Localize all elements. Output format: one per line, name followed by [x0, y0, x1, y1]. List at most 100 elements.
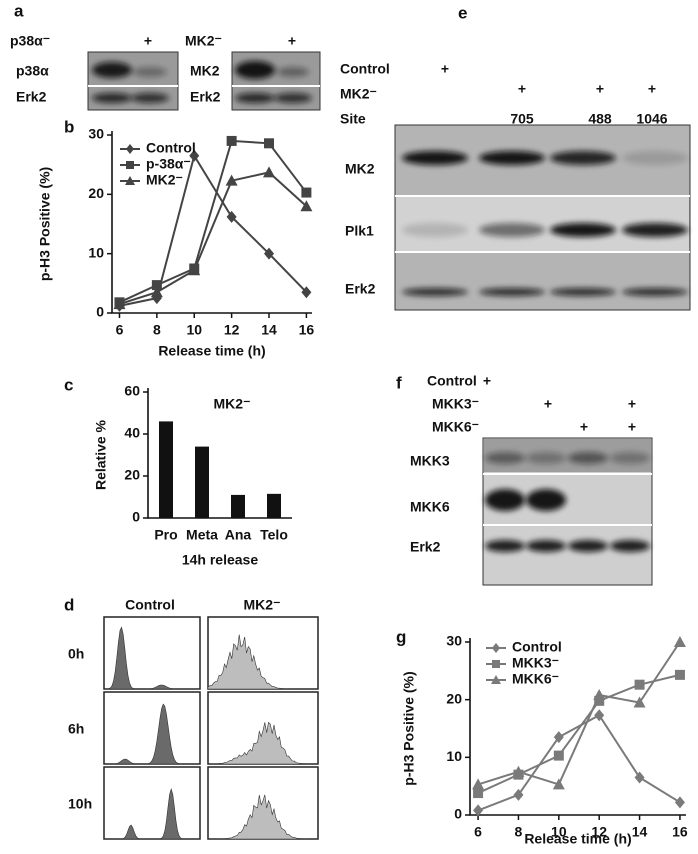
band [622, 223, 688, 237]
y-axis-label: p-H3 Positive (%) [401, 671, 417, 785]
x-tick-label: 6 [474, 824, 482, 840]
histogram-box [103, 766, 201, 840]
histogram [208, 721, 318, 765]
band [526, 452, 566, 464]
panel-label: b [64, 117, 74, 136]
marker [126, 144, 134, 154]
band [485, 489, 525, 511]
condition-mark: + [518, 81, 526, 97]
panel-label: a [14, 1, 24, 20]
histogram [104, 787, 200, 840]
band-label: Erk2 [190, 89, 221, 105]
marker [189, 149, 200, 162]
marker [594, 695, 605, 706]
band [550, 288, 616, 296]
band [479, 288, 545, 296]
band-label: MKK3 [410, 453, 450, 469]
marker [552, 778, 565, 790]
histogram-box [103, 691, 201, 765]
band [133, 67, 167, 77]
y-tick-label: 0 [96, 304, 104, 320]
condition-mark: + [628, 419, 636, 435]
band [550, 151, 616, 165]
band [92, 62, 132, 78]
condition-mark: + [648, 81, 656, 97]
marker [226, 135, 237, 146]
condition-label: Site [340, 111, 366, 127]
condition-mark: + [628, 396, 636, 412]
y-tick-label: 30 [446, 633, 462, 649]
x-tick-label: Telo [260, 527, 288, 543]
legend-label: p-38α⁻ [146, 156, 191, 172]
x-tick-label: 14 [261, 322, 277, 338]
row-label: 10h [68, 796, 92, 812]
band [568, 452, 608, 464]
condition-mark: + [596, 81, 604, 97]
x-tick-label: 12 [224, 322, 240, 338]
marker [473, 788, 484, 799]
bar [231, 494, 245, 518]
band [550, 223, 616, 237]
marker [673, 636, 686, 647]
x-tick-label: 14 [632, 824, 648, 840]
chart-title: MK2⁻ [214, 396, 251, 412]
band [568, 540, 608, 552]
band-label: MKK6 [410, 499, 450, 515]
band [402, 223, 468, 237]
series-line [477, 641, 681, 786]
band-label: Erk2 [345, 281, 376, 297]
marker [513, 788, 524, 801]
panel-label: g [396, 627, 406, 646]
condition-mark: 488 [588, 111, 612, 127]
condition-label: Control [340, 61, 390, 77]
panel-label: f [396, 373, 402, 392]
y-tick-label: 60 [124, 383, 140, 399]
band [402, 288, 468, 296]
marker [300, 200, 313, 212]
marker [634, 679, 645, 690]
y-axis-label: p-H3 Positive (%) [37, 167, 53, 281]
band [92, 93, 132, 103]
condition-label: MKK6⁻ [432, 419, 479, 435]
y-tick-label: 20 [88, 185, 104, 201]
y-tick-label: 20 [124, 467, 140, 483]
histogram [207, 634, 318, 690]
marker [553, 731, 564, 744]
band-label: MK2 [345, 161, 375, 177]
histogram [104, 626, 200, 690]
marker [126, 161, 134, 169]
x-axis-label: 14h release [182, 552, 258, 568]
y-tick-label: 10 [446, 748, 462, 764]
x-axis-label: Release time (h) [158, 343, 265, 359]
series-line [119, 171, 308, 306]
x-tick-label: Pro [154, 527, 177, 543]
x-tick-label: 10 [551, 824, 567, 840]
y-tick-label: 40 [124, 425, 140, 441]
condition-mark: 1046 [636, 111, 667, 127]
series-line [119, 153, 308, 307]
marker [593, 689, 606, 701]
y-tick-label: 20 [446, 690, 462, 706]
marker [492, 660, 500, 668]
histogram [208, 794, 318, 840]
condition-label: Control [427, 373, 477, 389]
panel-label: c [64, 375, 73, 394]
condition-label: MK2⁻ [340, 86, 377, 102]
marker [473, 804, 484, 817]
bar [159, 421, 173, 518]
condition-mark: + [544, 396, 552, 412]
band [622, 151, 688, 165]
panel-label: d [64, 595, 74, 614]
axis [111, 131, 312, 314]
x-tick-label: Meta [186, 527, 218, 543]
y-axis-label: Relative % [93, 419, 109, 490]
legend-label: Control [146, 140, 196, 156]
y-tick-label: 30 [88, 126, 104, 142]
marker [472, 778, 485, 790]
x-tick-label: 12 [591, 824, 607, 840]
condition-mark: + [288, 33, 296, 49]
band [526, 489, 566, 511]
condition-mark: + [441, 61, 449, 77]
band [235, 93, 275, 103]
